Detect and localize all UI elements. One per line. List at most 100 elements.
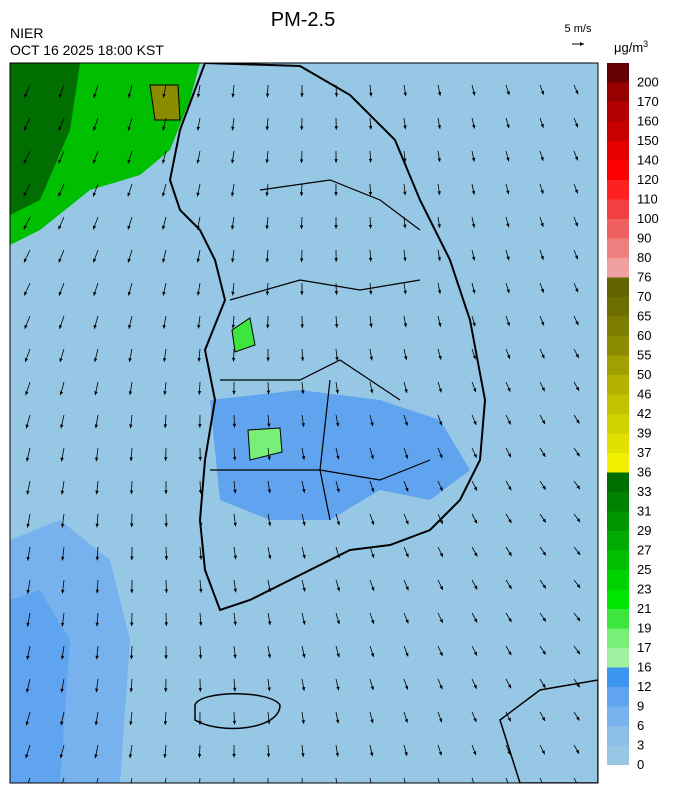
wind-arrowhead [95,655,99,660]
colorbar-label: 12 [637,679,651,694]
wind-arrowhead [231,258,235,263]
wind-arrowhead [368,158,373,163]
colorbar-label: 70 [637,289,651,304]
wind-arrowhead [472,388,477,393]
wind-arrowhead [371,553,375,558]
colorbar-label: 25 [637,562,651,577]
wind-arrowhead [540,90,545,95]
wind-arrowhead [59,324,63,329]
wind-arrowhead [265,225,269,230]
wind-arrowhead [198,721,202,725]
wind-arrowhead [301,423,305,427]
wind-arrowhead [437,289,442,294]
wind-arrowhead [92,225,97,230]
wind-arrowhead [575,749,580,754]
wind-arrowhead [164,688,168,692]
wind-arrowhead [437,158,441,162]
wind-arrowhead [93,324,97,329]
wind-arrow [164,777,167,783]
colorbar-label: 140 [637,153,659,168]
wind-arrowhead [371,619,375,624]
wind-arrowhead [60,523,65,528]
wind-arrowhead [93,126,97,131]
wind-arrowhead [302,554,306,559]
wind-arrowhead [300,357,305,361]
wind-arrowhead [438,421,443,426]
colorbar-label: 33 [637,484,651,499]
colorbar-label: 31 [637,504,651,519]
wind-arrowhead [267,522,272,527]
wind-arrowhead [162,126,166,131]
wind-arrowhead [508,552,512,557]
colorbar-segment [607,492,629,512]
wind-arrowhead [542,584,546,589]
wind-arrowhead [60,721,64,726]
wind-arrowhead [162,357,167,362]
wind-arrowhead [574,222,578,227]
wind-arrowhead [506,223,510,228]
colorbar-label: 9 [637,699,644,714]
agency: NIER [10,25,43,41]
wind-arrowhead [95,523,99,528]
wind-arrowhead [437,257,442,261]
colorbar-label: 76 [637,270,651,285]
boundary [210,179,431,521]
wind-arrowhead [576,419,580,424]
colorbar-label: 0 [637,757,644,772]
region-yellow [149,84,181,121]
wind-arrowhead [334,159,338,163]
wind-arrowhead [58,126,62,131]
wind-arrowhead [439,585,443,590]
wind-arrowhead [438,355,442,360]
wind-arrowhead [506,322,510,327]
wind-arrowhead [198,522,203,527]
colorbar-label: 60 [637,328,651,343]
colorbar-label: 100 [637,211,659,226]
wind-arrowhead [437,224,441,228]
wind-arrowhead [58,159,62,164]
colorbar-segment [607,414,629,434]
wind-arrowhead [439,520,443,525]
wind-arrowhead [542,617,546,622]
colorbar-label: 120 [637,172,659,187]
wind-arrowhead [574,156,578,161]
colorbar-segment [607,121,629,141]
wind-arrowhead [266,324,270,329]
wind-arrowhead [438,388,442,393]
wind-arrowhead [302,587,306,592]
wind-arrowhead [540,255,544,260]
wind-scale-arrowhead [580,42,584,46]
wind-arrowhead [23,192,27,197]
wind-arrow [199,777,201,783]
wind-arrowhead [198,654,203,659]
wind-arrowhead [196,225,200,230]
wind-arrowhead [370,719,374,724]
wind-arrowhead [507,684,512,689]
colorbar-label: 23 [637,582,651,597]
wind-arrowhead [197,391,202,395]
wind-arrowhead [301,720,305,724]
wind-arrowhead [403,257,407,262]
wind-arrowhead [576,783,579,787]
colorbar-segment [607,706,629,726]
wind-arrowhead [334,126,338,130]
wind-arrowhead [267,555,272,560]
wind-arrowhead [371,586,375,591]
datetime: OCT 16 2025 18:00 KST [10,42,164,58]
wind-arrowhead [59,787,62,791]
wind-arrowhead [370,488,375,492]
wind-arrowhead [164,523,168,527]
wind-arrowhead [473,651,477,656]
wind-arrowhead [336,686,340,691]
wind-arrowhead [403,224,407,229]
colorbar-label: 80 [637,250,651,265]
wind-arrowhead [233,522,237,527]
wind-arrowhead [334,225,338,229]
wind-arrowhead [24,93,28,98]
wind-arrowhead [576,716,580,721]
wind-arrowhead [127,126,131,131]
colorbar-segment [607,628,629,648]
wind-arrowhead [403,92,407,97]
coastline [499,679,598,783]
wind-arrowhead [233,588,237,593]
